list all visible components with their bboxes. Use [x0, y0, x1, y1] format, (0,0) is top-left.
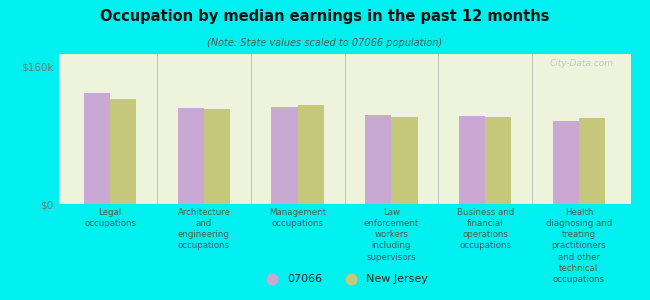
Bar: [271, 107, 298, 204]
Bar: [365, 115, 391, 204]
Bar: [298, 105, 324, 204]
Text: City-Data.com: City-Data.com: [549, 58, 614, 68]
Bar: [84, 93, 110, 204]
Bar: [204, 109, 230, 204]
Text: Occupation by median earnings in the past 12 months: Occupation by median earnings in the pas…: [100, 9, 550, 24]
Bar: [579, 118, 605, 204]
Text: (Note: State values scaled to 07066 population): (Note: State values scaled to 07066 popu…: [207, 38, 443, 47]
Bar: [391, 117, 418, 204]
Legend: 07066, New Jersey: 07066, New Jersey: [257, 270, 432, 288]
Bar: [459, 116, 485, 204]
Bar: [552, 121, 579, 204]
Bar: [177, 108, 204, 204]
Bar: [485, 117, 512, 204]
Bar: [110, 99, 136, 204]
